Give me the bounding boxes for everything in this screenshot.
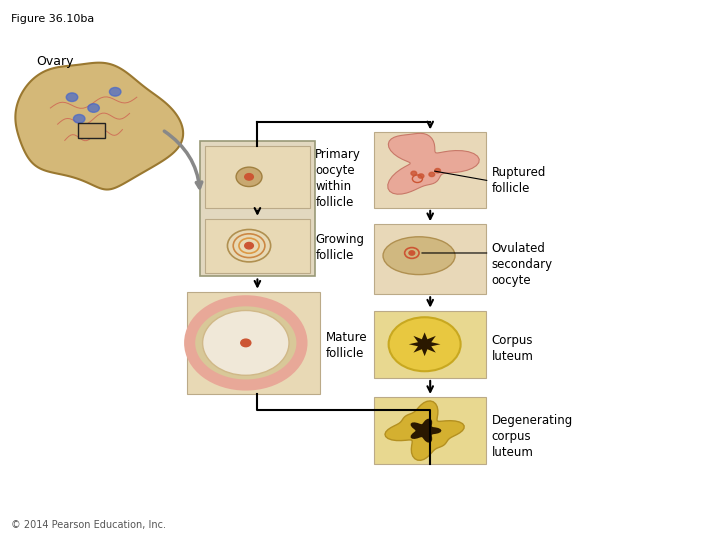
Bar — [374, 310, 486, 378]
Polygon shape — [388, 133, 480, 194]
Circle shape — [429, 172, 435, 177]
Bar — [187, 292, 320, 394]
Circle shape — [88, 104, 99, 112]
Circle shape — [409, 251, 415, 255]
Circle shape — [245, 174, 253, 180]
Ellipse shape — [383, 237, 455, 274]
Bar — [374, 397, 486, 464]
Text: Ruptured
follicle: Ruptured follicle — [492, 166, 546, 195]
Text: Mature
follicle: Mature follicle — [325, 331, 367, 360]
Bar — [374, 224, 486, 294]
Circle shape — [202, 310, 289, 375]
Text: Ovary: Ovary — [36, 55, 73, 68]
Circle shape — [389, 317, 461, 372]
Polygon shape — [409, 332, 441, 356]
Bar — [374, 132, 486, 208]
Polygon shape — [385, 401, 464, 460]
Circle shape — [186, 299, 305, 387]
Text: Primary
oocyte
within
follicle: Primary oocyte within follicle — [315, 148, 361, 208]
Circle shape — [418, 174, 424, 178]
Text: © 2014 Pearson Education, Inc.: © 2014 Pearson Education, Inc. — [11, 520, 166, 530]
Text: Growing
follicle: Growing follicle — [315, 233, 364, 262]
Bar — [200, 141, 315, 276]
Polygon shape — [410, 418, 441, 443]
Polygon shape — [15, 63, 183, 190]
Text: Ovulated
secondary
oocyte: Ovulated secondary oocyte — [492, 242, 553, 287]
Bar — [205, 219, 310, 273]
Circle shape — [109, 87, 121, 96]
Text: Figure 36.10ba: Figure 36.10ba — [11, 14, 94, 24]
Text: Degenerating
corpus
luteum: Degenerating corpus luteum — [492, 414, 573, 459]
Bar — [205, 146, 310, 208]
Circle shape — [245, 242, 253, 249]
Circle shape — [236, 167, 262, 187]
Text: Corpus
luteum: Corpus luteum — [492, 334, 534, 363]
Circle shape — [73, 114, 85, 123]
Bar — [78, 123, 105, 138]
Circle shape — [240, 339, 251, 347]
Circle shape — [435, 168, 441, 173]
Circle shape — [411, 171, 417, 176]
Circle shape — [66, 93, 78, 102]
